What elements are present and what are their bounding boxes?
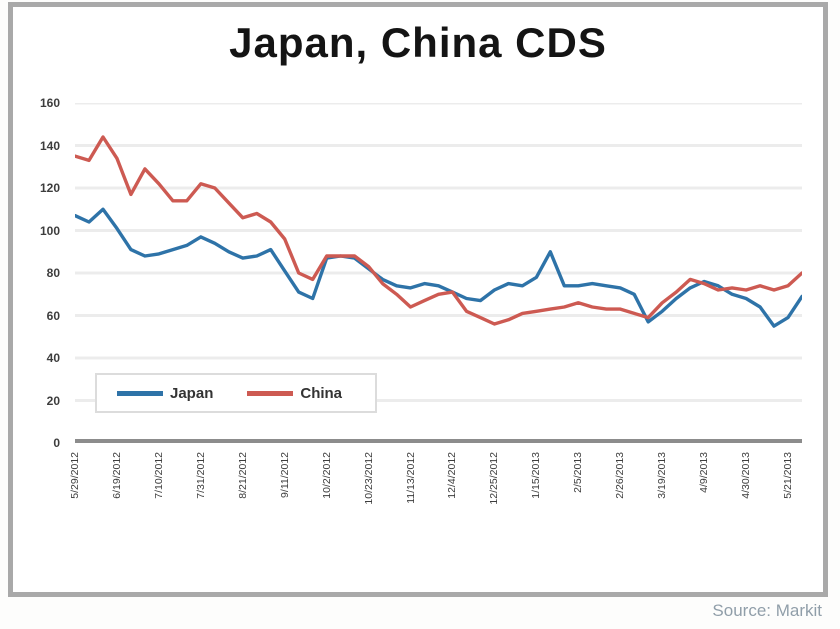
x-tick-label: 12/4/2012 [446,452,459,499]
legend-japan-label: Japan [170,384,214,402]
legend: Japan China [95,373,377,413]
y-tick-label: 20 [46,393,60,408]
legend-china-swatch [247,390,294,396]
x-tick-label: 7/31/2012 [194,452,207,499]
source-credit: Source: Markit [712,601,822,620]
x-tick-label: 6/19/2012 [110,452,123,499]
x-tick-label: 11/13/2012 [404,452,417,504]
x-tick-label: 5/21/2013 [782,452,795,499]
x-tick-label: 4/9/2013 [698,452,711,493]
x-tick-label: 2/5/2013 [572,452,585,493]
y-tick-label: 100 [39,223,60,238]
x-tick-label: 8/21/2012 [236,452,249,499]
y-tick-label: 80 [46,266,60,280]
x-tick-label: 10/2/2012 [320,452,333,499]
y-tick-label: 0 [53,436,60,450]
japan-line [75,207,802,328]
x-tick-label: 1/15/2013 [530,452,543,499]
plot-area [75,103,802,443]
chart-frame: Japan, China CDS 0 20 40 60 80 100 120 140 160 5… [8,2,828,597]
y-tick-label: 160 [39,96,60,110]
line-chart-svg [75,103,802,443]
x-tick-label: 3/19/2013 [656,452,669,499]
y-tick-label: 40 [46,351,60,365]
x-tick-label: 10/23/2012 [362,452,375,505]
x-tick-label: 9/11/2012 [278,452,291,498]
x-tick-label: 2/26/2013 [614,452,627,499]
legend-japan-swatch [117,390,163,396]
chart-title: Japan, China CDS [229,19,607,66]
china-line [75,135,802,326]
y-tick-label: 140 [39,138,60,153]
x-tick-label: 12/25/2012 [488,452,501,505]
y-tick-label: 60 [46,308,60,323]
legend-china-label: China [300,384,343,402]
x-tick-label: 4/30/2013 [740,452,753,499]
x-tick-label: 7/10/2012 [152,452,165,499]
y-tick-label: 120 [39,181,60,195]
x-tick-label: 5/29/2012 [69,452,81,499]
